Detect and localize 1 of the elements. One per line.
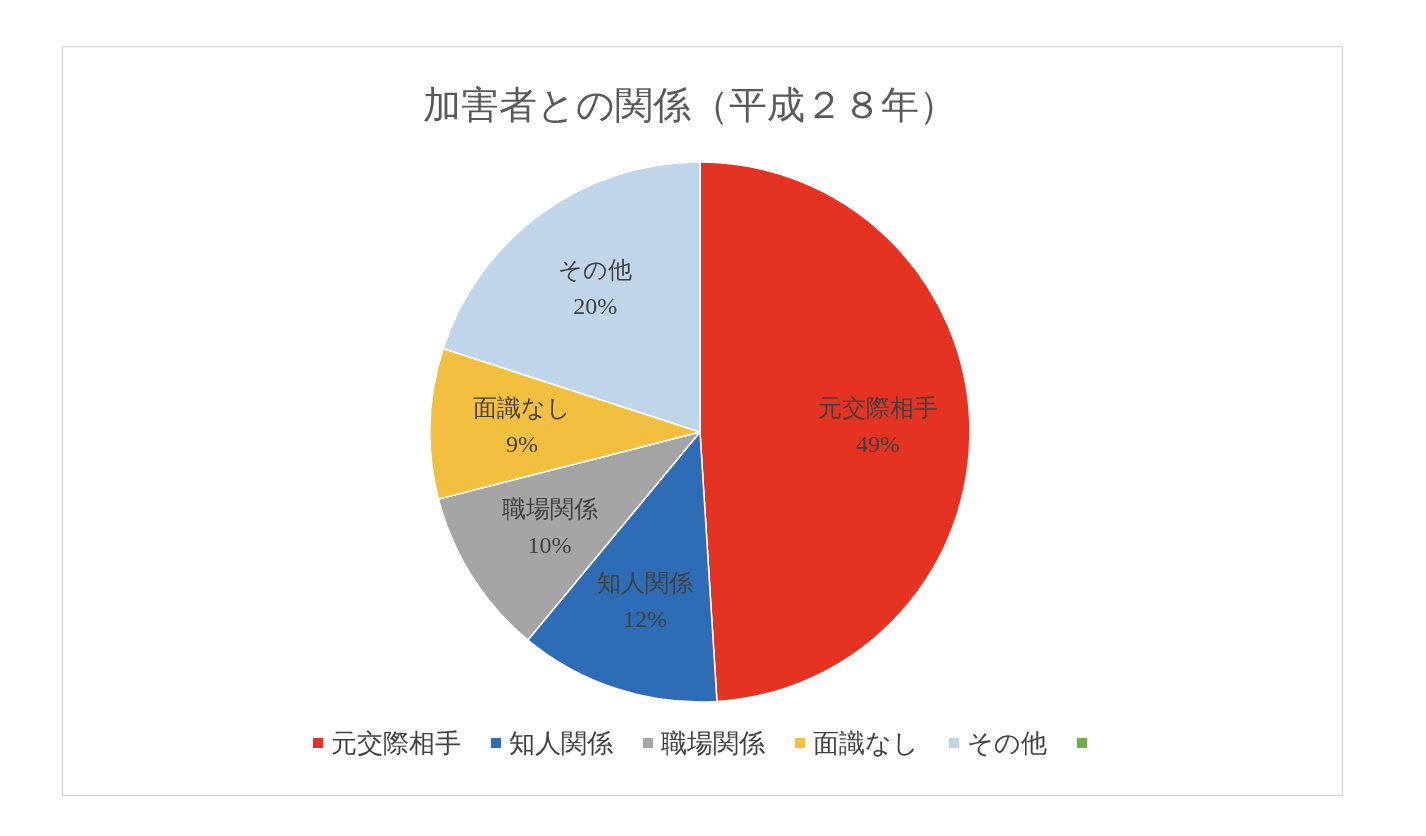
title: 加害者との関係（平成２８年） <box>423 84 957 126</box>
